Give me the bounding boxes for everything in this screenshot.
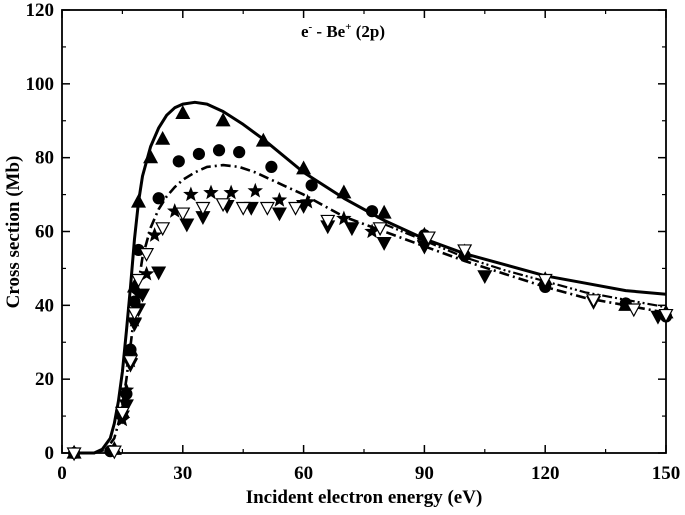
marker-triangle-down-filled bbox=[151, 266, 167, 281]
marker-triangle-down-filled bbox=[416, 240, 432, 255]
y-tick-label: 80 bbox=[35, 148, 54, 169]
marker-triangle-down-open bbox=[259, 201, 275, 216]
marker-triangle-down-open bbox=[126, 307, 142, 321]
marker-triangle-up-filled bbox=[175, 105, 191, 119]
marker-circle-filled bbox=[305, 179, 318, 192]
marker-triangle-down-open bbox=[372, 222, 388, 237]
x-tick-label: 30 bbox=[173, 463, 192, 484]
marker-triangle-down-open bbox=[155, 222, 171, 237]
marker-star-filled bbox=[203, 184, 219, 200]
data-markers bbox=[66, 105, 674, 462]
marker-triangle-down-open bbox=[122, 355, 138, 369]
marker-triangle-up-filled bbox=[143, 149, 159, 164]
x-tick-label: 0 bbox=[57, 463, 67, 484]
y-tick-label: 60 bbox=[35, 222, 54, 243]
x-axis-title: Incident electron energy (eV) bbox=[246, 487, 483, 508]
marker-triangle-down-open bbox=[139, 248, 155, 262]
marker-star-filled bbox=[223, 184, 239, 200]
marker-star-filled bbox=[271, 191, 288, 207]
marker-circle-filled bbox=[365, 205, 379, 218]
marker-triangle-down-open bbox=[320, 214, 336, 229]
marker-triangle-down-open bbox=[235, 201, 251, 216]
x-tick-label: 120 bbox=[531, 463, 560, 484]
marker-triangle-down-open bbox=[626, 303, 642, 318]
y-tick-label: 100 bbox=[26, 74, 55, 95]
marker-circle-filled bbox=[172, 155, 185, 168]
marker-triangle-down-filled bbox=[344, 222, 360, 237]
marker-triangle-down-open bbox=[106, 445, 122, 460]
marker-star-filled bbox=[336, 210, 352, 226]
x-tick-label: 90 bbox=[415, 463, 434, 484]
marker-circle-filled bbox=[152, 192, 165, 205]
x-tick-label: 60 bbox=[294, 463, 313, 484]
plot-title: e- - Be+ (2p) bbox=[301, 21, 385, 41]
y-tick-label: 40 bbox=[35, 295, 54, 316]
marker-star-filled bbox=[247, 182, 263, 198]
marker-triangle-down-filled bbox=[477, 270, 493, 285]
axis-ticks: 0 30 60 90 120 150 0 20 40 60 80 100 120 bbox=[26, 0, 681, 484]
marker-circle-filled bbox=[192, 147, 206, 161]
marker-triangle-down-open bbox=[130, 273, 147, 288]
marker-triangle-down-filled bbox=[271, 207, 287, 222]
marker-triangle-down-open bbox=[288, 201, 304, 216]
marker-triangle-down-filled bbox=[118, 399, 134, 414]
marker-triangle-down-open bbox=[195, 201, 211, 216]
theory-curves bbox=[74, 100, 667, 455]
marker-triangle-down-open bbox=[586, 294, 602, 309]
marker-triangle-down-open bbox=[114, 406, 130, 421]
marker-triangle-down-open bbox=[175, 207, 191, 222]
marker-triangle-up-filled bbox=[155, 130, 171, 145]
marker-triangle-down-filled bbox=[135, 288, 151, 303]
marker-star-filled bbox=[118, 382, 135, 397]
marker-triangle-down-open bbox=[420, 231, 436, 246]
marker-triangle-down-open bbox=[457, 244, 473, 259]
marker-triangle-up-filled bbox=[215, 112, 231, 127]
y-axis-title: Cross section (Mb) bbox=[3, 156, 24, 309]
marker-star-filled bbox=[146, 227, 163, 242]
marker-triangle-down-open bbox=[66, 447, 82, 462]
marker-circle-filled bbox=[233, 146, 246, 159]
marker-triangle-down-filled bbox=[376, 236, 392, 251]
marker-circle-filled bbox=[212, 144, 226, 157]
marker-circle-filled bbox=[265, 160, 278, 173]
marker-triangle-up-filled bbox=[376, 204, 392, 219]
marker-triangle-up-filled bbox=[130, 193, 147, 208]
marker-triangle-up-filled bbox=[336, 184, 352, 199]
plot-frame bbox=[61, 9, 667, 454]
marker-triangle-down-open bbox=[658, 308, 674, 323]
marker-triangle-up-filled bbox=[296, 160, 312, 175]
curve-dashdotdot bbox=[383, 223, 667, 309]
curve-solid bbox=[74, 100, 667, 455]
x-tick-label: 150 bbox=[652, 463, 681, 484]
marker-triangle-up-filled bbox=[255, 132, 271, 147]
y-tick-label: 20 bbox=[35, 369, 54, 390]
marker-triangle-down-filled bbox=[179, 218, 195, 233]
marker-triangle-down-open bbox=[537, 273, 553, 288]
marker-star-filled bbox=[138, 265, 155, 281]
marker-triangle-down-open bbox=[215, 198, 231, 213]
y-tick-label: 120 bbox=[26, 0, 55, 21]
marker-triangle-down-filled bbox=[650, 310, 666, 325]
y-tick-label: 0 bbox=[45, 443, 55, 464]
marker-star-filled bbox=[183, 186, 199, 202]
